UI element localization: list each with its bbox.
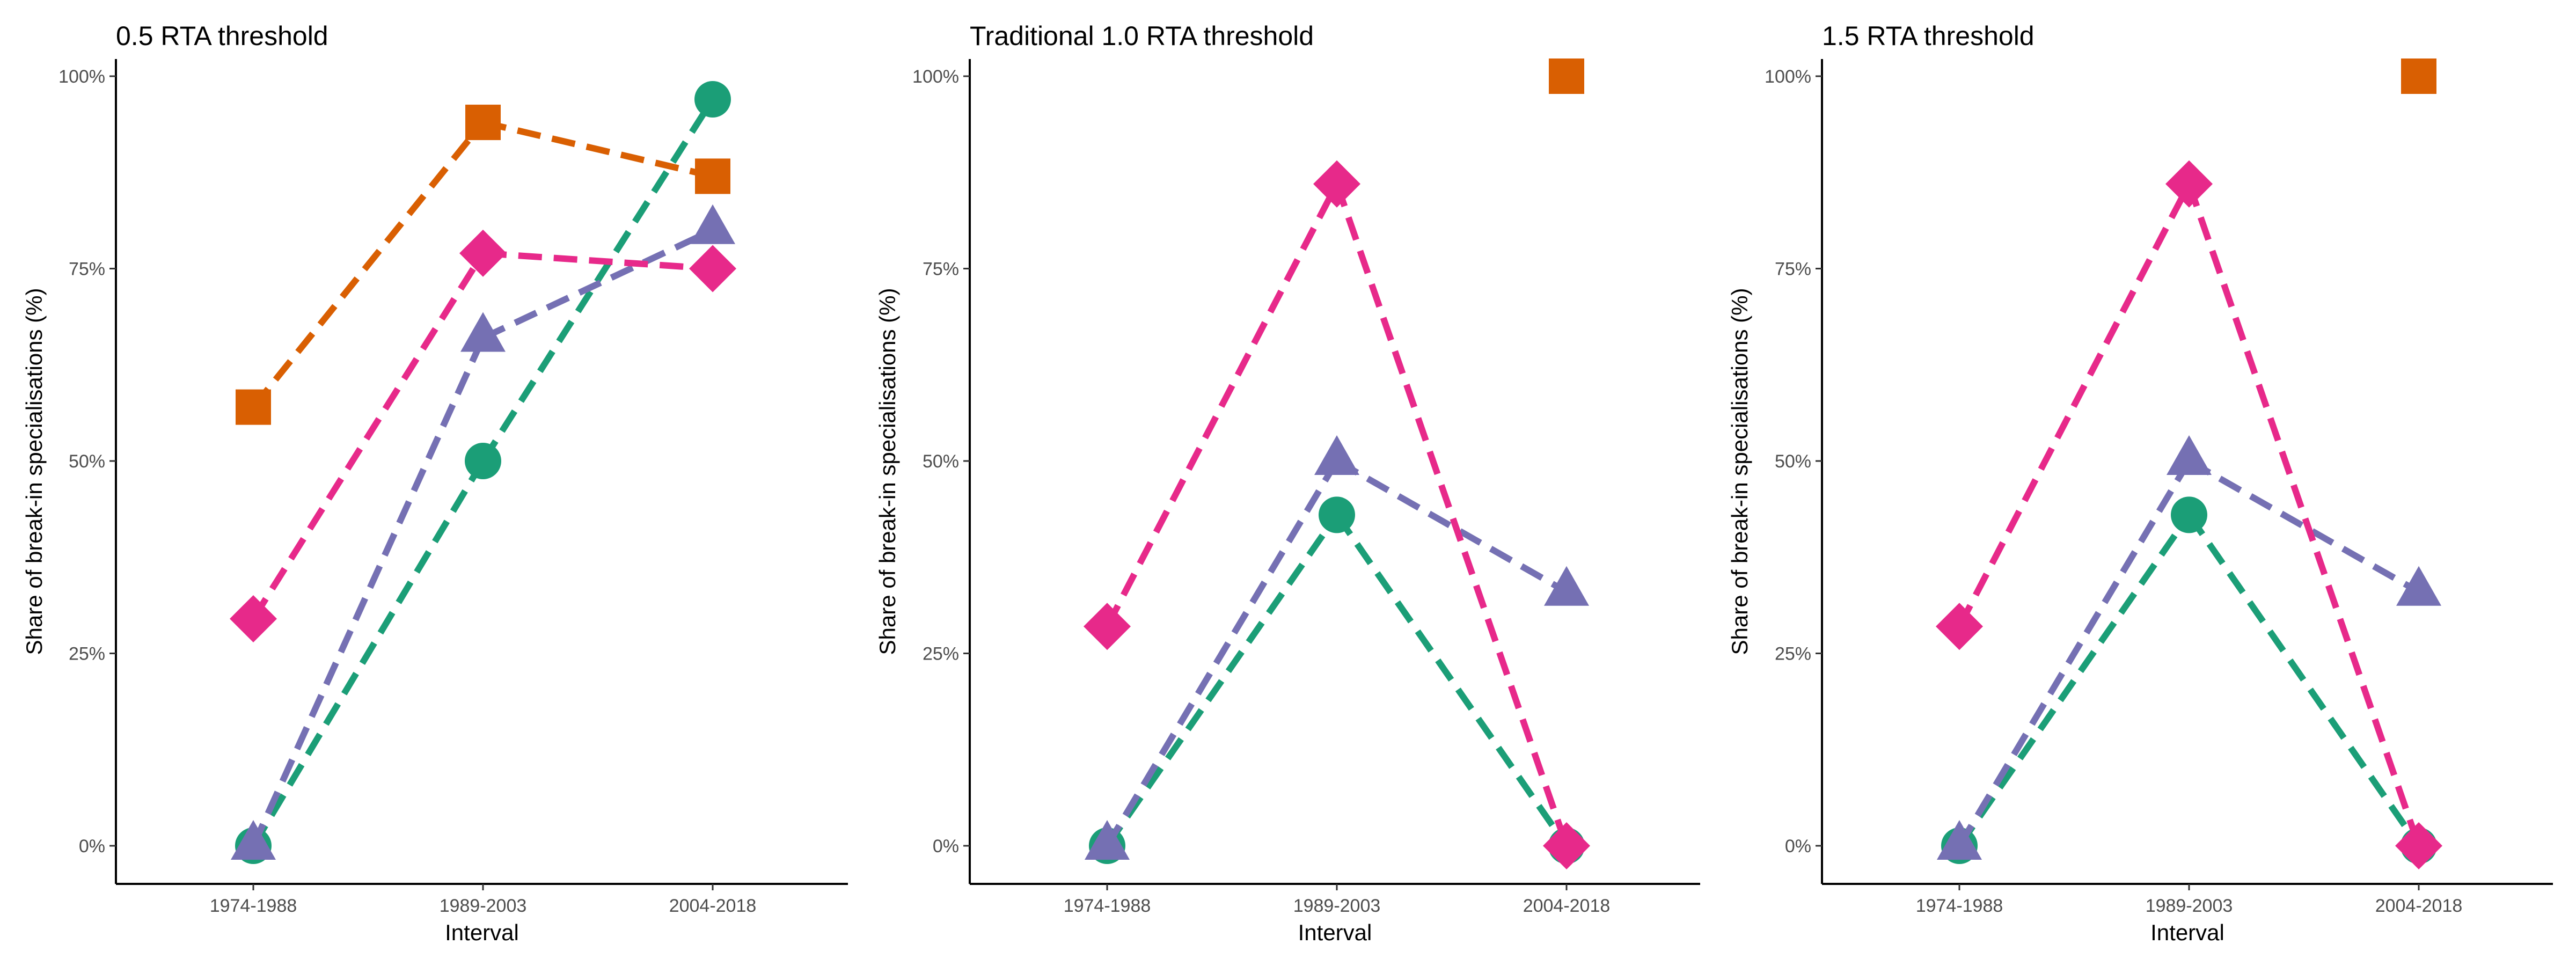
data-point-square — [236, 389, 271, 425]
data-point-triangle — [1314, 435, 1359, 475]
x-tick-label: 1974-1988 — [210, 896, 297, 916]
panel-title: 0.5 RTA threshold — [116, 21, 328, 51]
x-tick-label: 2004-2018 — [2375, 896, 2463, 916]
data-point-square — [465, 105, 501, 141]
series-square — [236, 105, 730, 425]
series-line-segment — [2187, 458, 2420, 595]
panel-title: Traditional 1.0 RTA threshold — [970, 21, 1314, 51]
series-line-segment — [1104, 513, 1340, 848]
panel-title: 1.5 RTA threshold — [1822, 21, 2035, 51]
y-tick-label: 0% — [933, 836, 959, 857]
series-line-segment — [482, 119, 714, 180]
y-tick-label: 0% — [1785, 836, 1811, 857]
data-point-diamond — [1313, 160, 1360, 208]
data-point-diamond — [1936, 603, 1983, 650]
series-line-segment — [1957, 513, 2192, 848]
data-point-diamond — [689, 245, 736, 292]
series-line-segment — [481, 227, 714, 341]
series-line-segment — [480, 97, 716, 463]
y-tick-label: 75% — [923, 259, 959, 280]
x-axis-title: Interval — [2150, 920, 2224, 945]
y-axis-title: Share of break-in specialisations (%) — [21, 288, 47, 655]
series-diamond — [1084, 160, 1590, 869]
data-point-diamond — [459, 229, 507, 277]
x-tick-label: 1974-1988 — [1916, 896, 2003, 916]
chart-panel-1-5-rta: 1.5 RTA threshold 0% 25% 50% 75% 100% 1974-19… — [1727, 21, 2553, 945]
data-point-circle — [1319, 496, 1355, 533]
series-line-segment — [1956, 182, 2192, 628]
x-tick-label: 1989-2003 — [1293, 896, 1381, 916]
data-point-diamond — [1543, 822, 1590, 869]
series-diamond — [1936, 160, 2442, 869]
y-tick-label: 25% — [1775, 644, 1811, 664]
series-line-segment — [1104, 182, 1340, 628]
data-point-circle — [465, 443, 501, 479]
series-triangle — [1085, 435, 1589, 860]
data-point-triangle — [460, 312, 506, 352]
data-point-diamond — [2165, 160, 2213, 208]
series-line-segment — [250, 336, 486, 847]
data-point-triangle — [1085, 820, 1130, 860]
data-point-circle — [694, 81, 731, 118]
series-circle — [1941, 496, 2437, 864]
y-tick-label: 100% — [58, 67, 105, 87]
x-tick-label: 1989-2003 — [2146, 896, 2233, 916]
chart-panel-0-5-rta: 0.5 RTA threshold 0% 25% 50% 75% 100% 1974-19… — [21, 21, 848, 945]
chart-panel-1-0-rta: Traditional 1.0 RTA threshold 0% 25% 50% 75… — [875, 21, 1700, 945]
series-square — [2401, 58, 2436, 94]
series-line-segment — [1956, 459, 2192, 848]
series-line-segment — [250, 459, 486, 848]
series-line-segment — [251, 120, 486, 409]
series-line-segment — [250, 251, 486, 621]
x-axis-title: Interval — [445, 920, 519, 945]
series-line-segment — [2186, 182, 2422, 847]
x-tick-label: 2004-2018 — [669, 896, 757, 916]
y-tick-label: 50% — [1775, 451, 1811, 472]
data-point-diamond — [2395, 822, 2442, 869]
y-tick-label: 75% — [69, 259, 105, 280]
y-tick-label: 50% — [923, 451, 959, 472]
data-point-diamond — [230, 595, 277, 642]
y-axis-title: Share of break-in specialisations (%) — [875, 288, 900, 655]
y-tick-label: 25% — [923, 644, 959, 664]
data-point-triangle — [1937, 820, 1982, 860]
x-tick-label: 1974-1988 — [1064, 896, 1151, 916]
series-line-segment — [1334, 182, 1570, 847]
y-tick-label: 100% — [912, 67, 959, 87]
series-circle — [235, 81, 731, 864]
series-line-segment — [1334, 513, 1569, 848]
series-circle — [1089, 496, 1585, 864]
data-point-triangle — [231, 820, 276, 860]
data-point-triangle — [2167, 435, 2212, 475]
y-tick-label: 75% — [1775, 259, 1811, 280]
data-point-diamond — [1084, 603, 1131, 650]
data-point-triangle — [2396, 566, 2441, 606]
series-triangle — [231, 204, 735, 860]
y-tick-label: 25% — [69, 644, 105, 664]
y-axis-title: Share of break-in specialisations (%) — [1727, 288, 1752, 655]
series-line-segment — [482, 250, 713, 272]
y-tick-label: 0% — [79, 836, 105, 857]
x-tick-label: 2004-2018 — [1523, 896, 1611, 916]
data-point-circle — [2171, 496, 2207, 533]
data-point-triangle — [1544, 566, 1589, 606]
data-point-square — [695, 158, 730, 194]
y-tick-label: 100% — [1765, 67, 1811, 87]
data-point-square — [1549, 58, 1584, 94]
series-line-segment — [2186, 513, 2421, 848]
series-diamond — [230, 229, 736, 642]
series-line-segment — [1335, 458, 1568, 595]
series-triangle — [1937, 435, 2441, 860]
x-tick-label: 1989-2003 — [440, 896, 527, 916]
x-axis-title: Interval — [1298, 920, 1372, 945]
data-point-triangle — [690, 204, 735, 244]
y-tick-label: 50% — [69, 451, 105, 472]
series-square — [1549, 58, 1584, 94]
data-point-square — [2401, 58, 2436, 94]
series-line-segment — [1104, 459, 1340, 848]
